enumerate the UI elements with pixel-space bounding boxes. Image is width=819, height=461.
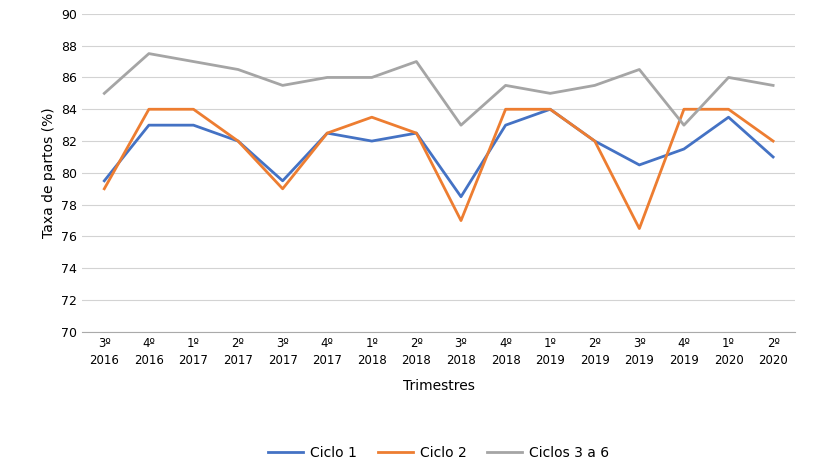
Line: Ciclos 3 a 6: Ciclos 3 a 6 [104,53,772,125]
Ciclo 2 [455,218,465,224]
Ciclos 3 a 6 [589,83,599,88]
Ciclos 3 a 6 [144,51,154,56]
Line: Ciclo 2: Ciclo 2 [104,109,772,229]
Ciclo 2 [144,106,154,112]
Ciclo 2 [99,186,109,192]
Ciclos 3 a 6 [500,83,510,88]
Ciclo 2 [278,186,287,192]
Ciclo 1 [722,114,732,120]
Ciclo 2 [188,106,198,112]
Ciclos 3 a 6 [99,90,109,96]
Ciclos 3 a 6 [767,83,777,88]
Ciclos 3 a 6 [366,75,376,80]
Ciclos 3 a 6 [322,75,332,80]
Ciclo 2 [411,130,421,136]
Ciclo 2 [722,106,732,112]
Ciclo 1 [278,178,287,183]
Ciclos 3 a 6 [678,122,688,128]
Ciclo 1 [500,122,510,128]
Line: Ciclo 1: Ciclo 1 [104,109,772,197]
Ciclos 3 a 6 [455,122,465,128]
Ciclos 3 a 6 [545,90,554,96]
Ciclos 3 a 6 [411,59,421,64]
X-axis label: Trimestres: Trimestres [402,378,474,393]
Ciclo 1 [455,194,465,200]
Ciclo 2 [678,106,688,112]
Legend: Ciclo 1, Ciclo 2, Ciclos 3 a 6: Ciclo 1, Ciclo 2, Ciclos 3 a 6 [263,441,613,461]
Y-axis label: Taxa de partos (%): Taxa de partos (%) [42,107,56,238]
Ciclos 3 a 6 [634,67,644,72]
Ciclo 1 [634,162,644,168]
Ciclos 3 a 6 [278,83,287,88]
Ciclos 3 a 6 [233,67,242,72]
Ciclo 2 [767,138,777,144]
Ciclo 2 [366,114,376,120]
Ciclos 3 a 6 [722,75,732,80]
Ciclo 1 [144,122,154,128]
Ciclo 2 [500,106,510,112]
Ciclo 2 [589,138,599,144]
Ciclo 2 [233,138,242,144]
Ciclo 2 [634,226,644,231]
Ciclo 1 [322,130,332,136]
Ciclo 1 [233,138,242,144]
Ciclo 1 [678,146,688,152]
Ciclo 1 [411,130,421,136]
Ciclo 1 [366,138,376,144]
Ciclo 1 [589,138,599,144]
Ciclo 2 [322,130,332,136]
Ciclo 1 [188,122,198,128]
Ciclo 2 [545,106,554,112]
Ciclos 3 a 6 [188,59,198,64]
Ciclo 1 [99,178,109,183]
Ciclo 1 [545,106,554,112]
Ciclo 1 [767,154,777,160]
